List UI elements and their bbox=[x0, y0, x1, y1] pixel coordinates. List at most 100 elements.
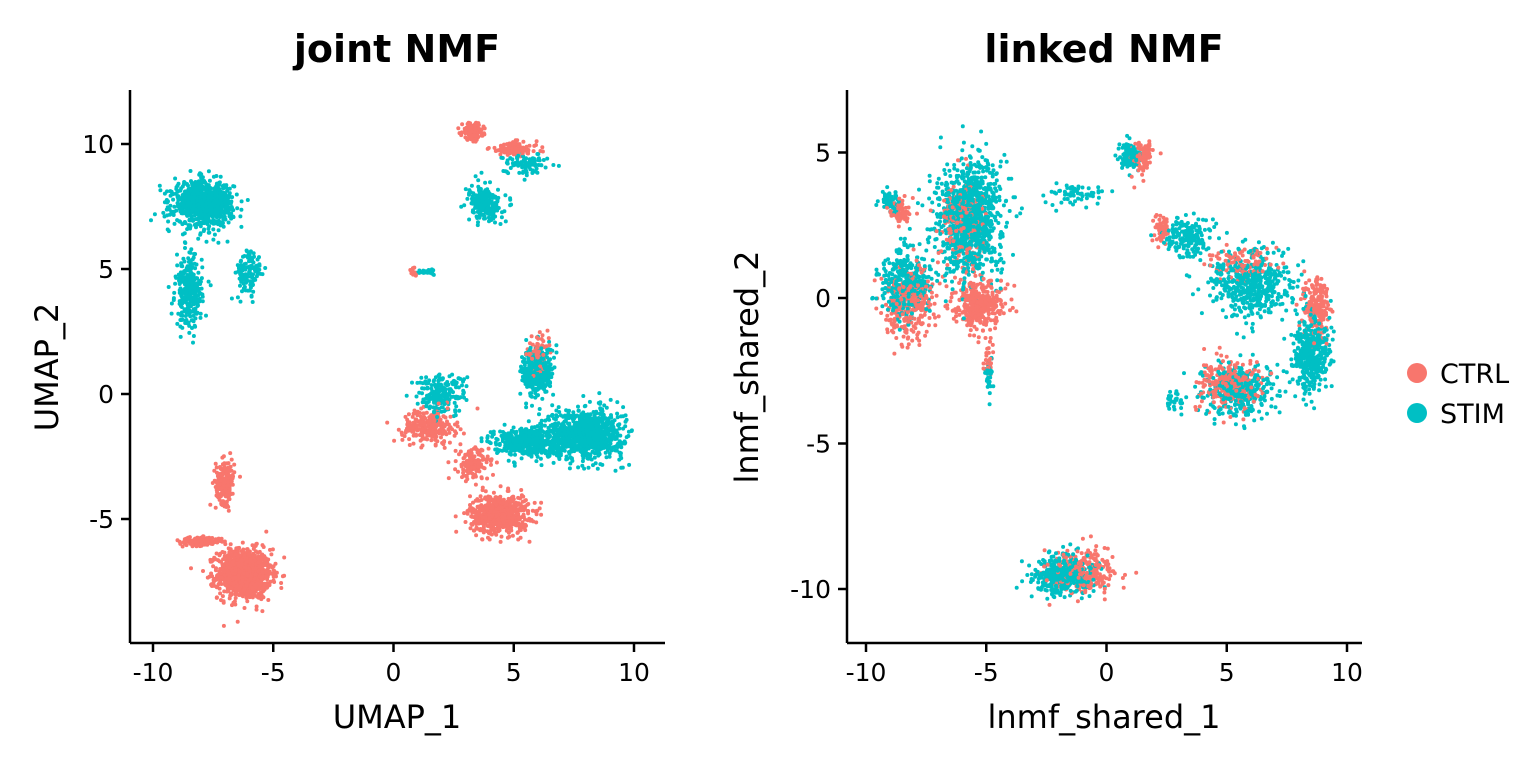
point-stim bbox=[621, 405, 626, 410]
point-ctrl bbox=[400, 437, 405, 442]
point-stim bbox=[238, 299, 243, 304]
point-ctrl bbox=[189, 566, 193, 571]
point-stim bbox=[522, 177, 527, 182]
point-stim bbox=[524, 401, 529, 406]
point-stim bbox=[171, 298, 176, 302]
point-stim bbox=[177, 299, 182, 304]
point-stim bbox=[216, 228, 221, 233]
point-stim bbox=[199, 257, 204, 262]
point-stim bbox=[513, 452, 517, 457]
point-ctrl bbox=[254, 607, 259, 612]
point-stim bbox=[508, 203, 513, 208]
point-stim bbox=[199, 172, 204, 177]
point-stim bbox=[251, 289, 256, 294]
point-ctrl bbox=[446, 427, 451, 432]
point-ctrl bbox=[250, 543, 255, 548]
point-ctrl bbox=[527, 539, 532, 544]
point-ctrl bbox=[227, 550, 232, 555]
point-stim bbox=[235, 295, 240, 300]
point-ctrl bbox=[537, 330, 542, 335]
point-ctrl bbox=[279, 586, 284, 590]
point-stim bbox=[593, 461, 598, 466]
point-stim bbox=[526, 419, 531, 424]
point-stim bbox=[168, 203, 173, 208]
point-ctrl bbox=[445, 406, 450, 411]
point-stim bbox=[425, 386, 430, 391]
point-ctrl bbox=[258, 590, 263, 595]
point-stim bbox=[615, 400, 620, 405]
point-stim bbox=[586, 456, 591, 461]
point-stim bbox=[537, 407, 542, 411]
point-stim bbox=[218, 174, 223, 179]
point-ctrl bbox=[520, 520, 525, 525]
point-stim bbox=[193, 252, 198, 256]
point-stim bbox=[613, 468, 618, 473]
point-stim bbox=[235, 263, 240, 268]
point-ctrl bbox=[463, 479, 468, 484]
point-ctrl bbox=[524, 352, 529, 357]
panel-title: joint NMF bbox=[292, 27, 500, 71]
point-stim bbox=[527, 367, 532, 372]
point-stim bbox=[476, 178, 481, 183]
point-ctrl bbox=[458, 442, 463, 447]
point-stim bbox=[157, 183, 162, 188]
point-stim bbox=[503, 448, 508, 453]
point-stim bbox=[581, 451, 586, 456]
point-stim bbox=[510, 157, 515, 162]
point-ctrl bbox=[422, 415, 427, 419]
point-stim bbox=[470, 194, 475, 199]
point-ctrl bbox=[525, 509, 530, 513]
point-ctrl bbox=[494, 460, 499, 465]
point-stim bbox=[554, 343, 559, 348]
point-ctrl bbox=[233, 596, 238, 600]
point-ctrl bbox=[251, 592, 256, 596]
point-stim bbox=[562, 448, 567, 453]
point-ctrl bbox=[489, 457, 494, 462]
point-stim bbox=[528, 158, 532, 163]
point-ctrl bbox=[417, 433, 422, 437]
point-stim bbox=[166, 199, 170, 204]
point-stim bbox=[166, 219, 171, 224]
point-stim bbox=[437, 372, 442, 377]
point-stim bbox=[457, 408, 462, 413]
point-stim bbox=[229, 296, 234, 301]
point-ctrl bbox=[465, 511, 470, 516]
point-stim bbox=[597, 391, 602, 396]
point-ctrl bbox=[211, 564, 216, 569]
point-stim bbox=[511, 425, 516, 430]
point-stim bbox=[535, 454, 540, 459]
point-stim bbox=[169, 301, 174, 306]
point-stim bbox=[225, 239, 230, 244]
point-ctrl bbox=[489, 462, 493, 467]
point-stim bbox=[456, 376, 461, 381]
point-stim bbox=[149, 218, 153, 223]
point-stim bbox=[595, 466, 600, 471]
point-stim bbox=[447, 387, 452, 392]
point-stim bbox=[420, 400, 425, 405]
point-stim bbox=[515, 159, 520, 164]
point-ctrl bbox=[461, 431, 466, 436]
point-ctrl bbox=[518, 528, 523, 532]
point-stim bbox=[464, 384, 469, 389]
point-ctrl bbox=[227, 596, 232, 601]
point-ctrl bbox=[457, 131, 462, 136]
point-ctrl bbox=[473, 482, 478, 487]
point-ctrl bbox=[546, 336, 551, 341]
point-stim bbox=[172, 221, 177, 226]
point-stim bbox=[177, 276, 182, 281]
point-ctrl bbox=[447, 440, 452, 445]
point-ctrl bbox=[429, 438, 434, 443]
point-ctrl bbox=[265, 563, 270, 568]
point-stim bbox=[530, 403, 534, 408]
point-stim bbox=[618, 433, 623, 438]
point-stim bbox=[459, 204, 464, 209]
point-ctrl bbox=[498, 484, 503, 489]
point-ctrl bbox=[407, 443, 412, 447]
point-stim bbox=[200, 265, 205, 270]
point-stim bbox=[519, 456, 524, 461]
point-stim bbox=[587, 399, 592, 404]
point-ctrl bbox=[532, 500, 537, 505]
point-stim bbox=[500, 448, 505, 453]
point-ctrl bbox=[282, 555, 287, 560]
point-stim bbox=[547, 430, 552, 434]
